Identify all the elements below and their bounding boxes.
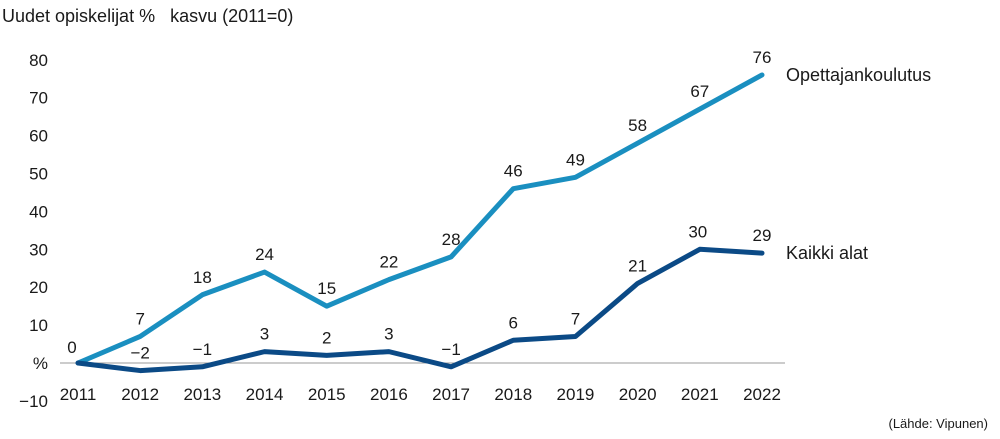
data-label: 24 bbox=[255, 245, 274, 264]
data-label: −1 bbox=[441, 340, 460, 359]
y-tick-label: 10 bbox=[29, 316, 48, 335]
x-tick-label: 2022 bbox=[743, 385, 781, 404]
data-label: 21 bbox=[628, 256, 647, 275]
data-label: 3 bbox=[384, 325, 393, 344]
data-label: 30 bbox=[688, 222, 707, 241]
series-label-opettajankoulutus: Opettajankoulutus bbox=[786, 65, 931, 85]
x-tick-label: 2011 bbox=[60, 385, 97, 404]
y-tick-label: −10 bbox=[19, 392, 48, 411]
data-label: 22 bbox=[379, 253, 398, 272]
chart-title: Uudet opiskelijat % kasvu (2011=0) bbox=[2, 6, 294, 26]
data-label: 3 bbox=[260, 325, 269, 344]
data-label: 67 bbox=[690, 82, 709, 101]
y-tick-label: 70 bbox=[29, 89, 48, 108]
data-label: 6 bbox=[509, 313, 518, 332]
x-tick-label: 2012 bbox=[121, 385, 159, 404]
data-label: 29 bbox=[753, 226, 772, 245]
x-tick-label: 2016 bbox=[370, 385, 408, 404]
data-label: 2 bbox=[322, 328, 331, 347]
data-label: 76 bbox=[753, 48, 772, 67]
x-tick-label: 2017 bbox=[432, 385, 470, 404]
data-label: 7 bbox=[135, 309, 144, 328]
data-label: −2 bbox=[130, 344, 149, 363]
y-tick-label: 40 bbox=[29, 202, 48, 221]
x-tick-label: 2021 bbox=[681, 385, 719, 404]
data-label: 46 bbox=[504, 162, 523, 181]
x-tick-label: 2015 bbox=[308, 385, 346, 404]
x-tick-label: 2019 bbox=[557, 385, 595, 404]
y-tick-label: % bbox=[33, 354, 48, 373]
data-label: 0 bbox=[67, 338, 76, 357]
data-label: 18 bbox=[193, 268, 212, 287]
y-tick-label: 60 bbox=[29, 127, 48, 146]
y-tick-label: 30 bbox=[29, 240, 48, 259]
series-label-kaikki-alat: Kaikki alat bbox=[786, 243, 868, 263]
data-label: 58 bbox=[628, 116, 647, 135]
y-tick-label: 20 bbox=[29, 278, 48, 297]
data-label: 15 bbox=[317, 279, 336, 298]
x-tick-label: 2014 bbox=[246, 385, 284, 404]
x-tick-label: 2020 bbox=[619, 385, 657, 404]
data-label: −1 bbox=[193, 340, 212, 359]
y-tick-label: 50 bbox=[29, 165, 48, 184]
series-line-kaikki-alat bbox=[75, 246, 765, 374]
x-tick-label: 2013 bbox=[183, 385, 221, 404]
y-tick-label: 80 bbox=[29, 51, 48, 70]
data-label: 28 bbox=[442, 230, 461, 249]
source-note: (Lähde: Vipunen) bbox=[888, 416, 988, 431]
x-tick-label: 2018 bbox=[494, 385, 532, 404]
data-label: 49 bbox=[566, 150, 585, 169]
series-line-opettajankoulutus bbox=[75, 72, 765, 366]
data-label: 7 bbox=[571, 309, 580, 328]
